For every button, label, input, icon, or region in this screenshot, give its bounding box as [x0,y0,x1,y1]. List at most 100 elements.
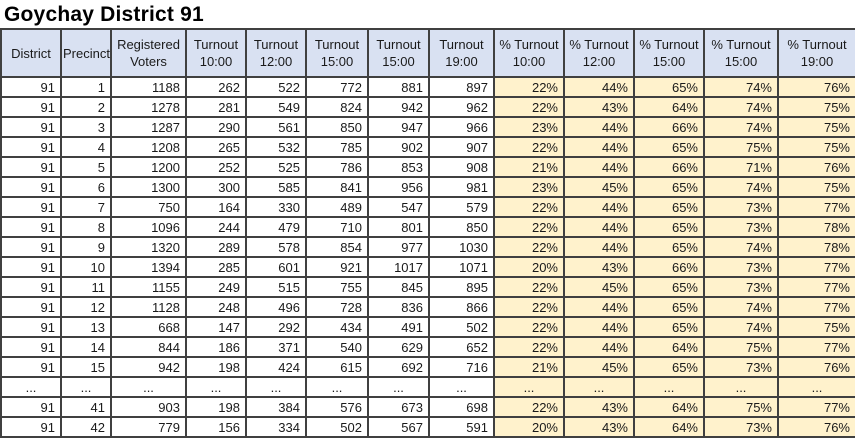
table-cell: 947 [367,116,430,138]
table-cell: 41 [60,396,112,418]
table-cell: 65% [633,276,705,298]
table-cell: 489 [305,196,369,218]
table-cell: 44% [563,116,635,138]
table-cell: 1200 [110,156,187,178]
column-header: District [0,28,62,78]
table-cell: 902 [367,136,430,158]
table-cell: 491 [367,316,430,338]
table-cell: 525 [245,156,307,178]
table-cell: 44% [563,156,635,178]
table-cell: 73% [703,356,779,378]
table-cell: ... [110,376,187,398]
table-cell: 652 [428,336,495,358]
table-cell: 22% [493,316,565,338]
table-cell: 850 [428,216,495,238]
table-cell: 91 [0,276,62,298]
table-cell: 73% [703,196,779,218]
table-row: 91 10 1394 285 601 921 1017 1071 20% 43% 66% 73% 77% [0,256,855,278]
table-cell: 66% [633,116,705,138]
table-cell: 45% [563,356,635,378]
header-row: District Precinct Registered Voters Turnout 1… [0,28,855,78]
table-cell: ... [305,376,369,398]
table-cell: 252 [185,156,247,178]
table-cell: 65% [633,176,705,198]
table-cell: 854 [305,236,369,258]
table-cell: 7 [60,196,112,218]
table-cell: 91 [0,176,62,198]
table-cell: 22% [493,396,565,418]
table-cell: 10 [60,256,112,278]
table-cell: 45% [563,276,635,298]
table-cell: 1208 [110,136,187,158]
table-cell: 285 [185,256,247,278]
table-cell: 300 [185,176,247,198]
table-cell: ... [428,376,495,398]
table-cell: 841 [305,176,369,198]
table-cell: 14 [60,336,112,358]
table-cell: 22% [493,76,565,98]
table-cell: 966 [428,116,495,138]
table-cell: 77% [777,396,855,418]
table-cell: 728 [305,296,369,318]
table-cell: 585 [245,176,307,198]
table-cell: 13 [60,316,112,338]
table-cell: 549 [245,96,307,118]
table-cell: 77% [777,196,855,218]
column-header: Turnout 19:00 [428,28,495,78]
table-cell: 77% [777,336,855,358]
table-cell: 248 [185,296,247,318]
table-cell: 942 [367,96,430,118]
table-row: 91 9 1320 289 578 854 977 1030 22% 44% 65% 74% 78% [0,236,855,258]
table-cell: 66% [633,156,705,178]
table-cell: 76% [777,416,855,438]
table-cell: 91 [0,116,62,138]
table-cell: 44% [563,216,635,238]
table-cell: 78% [777,216,855,238]
column-header: % Turnout 12:00 [563,28,635,78]
table-cell: 65% [633,76,705,98]
table-cell: 962 [428,96,495,118]
table-cell: 44% [563,136,635,158]
table-cell: 785 [305,136,369,158]
table-cell: 198 [185,396,247,418]
column-header: Turnout 12:00 [245,28,307,78]
table-cell: 772 [305,76,369,98]
table-cell: 65% [633,136,705,158]
table-cell: 698 [428,396,495,418]
table-cell: 64% [633,396,705,418]
table-cell: 502 [428,316,495,338]
table-cell: 1155 [110,276,187,298]
table-cell: 44% [563,76,635,98]
table-cell: 424 [245,356,307,378]
table-row: 91 14 844 186 371 540 629 652 22% 44% 64% 75% 77% [0,336,855,358]
table-row: 91 5 1200 252 525 786 853 908 21% 44% 66% 71% 76% [0,156,855,178]
table-cell: 1 [60,76,112,98]
table-cell: 1071 [428,256,495,278]
table-cell: 244 [185,216,247,238]
table-cell: 74% [703,236,779,258]
table-cell: 977 [367,236,430,258]
table-cell: 91 [0,216,62,238]
table-cell: 91 [0,196,62,218]
table-cell: 75% [703,136,779,158]
table-cell: 779 [110,416,187,438]
table-row: 91 4 1208 265 532 785 902 907 22% 44% 65% 75% 75% [0,136,855,158]
column-header: Turnout 15:00 [367,28,430,78]
table-cell: 1278 [110,96,187,118]
table-cell: 74% [703,116,779,138]
table-cell: 73% [703,256,779,278]
table-cell: 903 [110,396,187,418]
table-cell: 65% [633,236,705,258]
table-cell: 615 [305,356,369,378]
table-cell: 43% [563,416,635,438]
table-cell: 91 [0,96,62,118]
table-cell: 91 [0,336,62,358]
table-cell: 42 [60,416,112,438]
table-cell: 44% [563,316,635,338]
table-cell: 91 [0,396,62,418]
table-cell: 43% [563,96,635,118]
table-cell: 522 [245,76,307,98]
table-cell: ... [493,376,565,398]
table-cell: 78% [777,236,855,258]
table-cell: 384 [245,396,307,418]
